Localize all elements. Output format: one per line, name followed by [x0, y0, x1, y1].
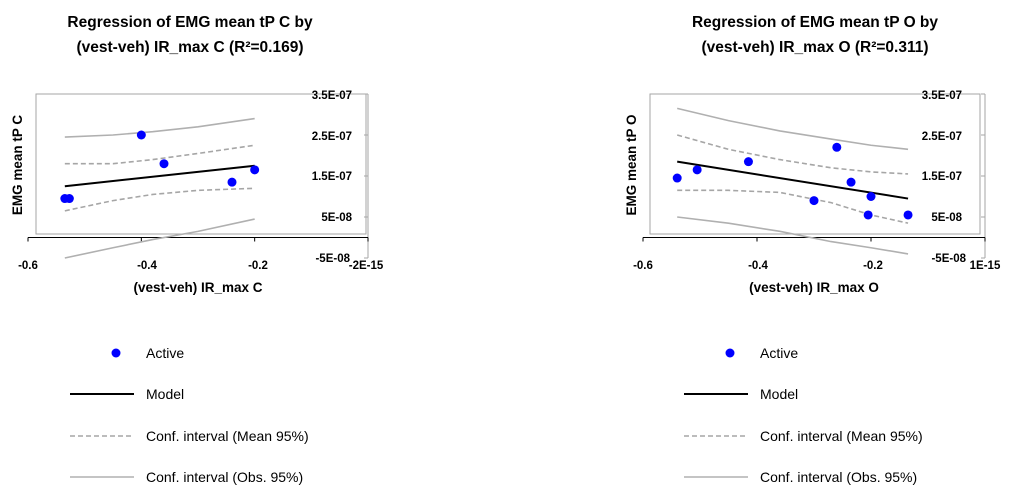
- data-point-active: [250, 165, 260, 175]
- conf-mean-upper-line: [676, 134, 909, 175]
- conf-mean-lower-line: [64, 187, 255, 212]
- legend-label-conf-obs: Conf. interval (Obs. 95%): [760, 469, 917, 485]
- x-tick-label: -0.6: [633, 260, 653, 272]
- plot-area: [27, 93, 369, 259]
- y-axis-title: EMG mean tP C: [10, 115, 25, 216]
- conf-obs-upper-line: [64, 117, 255, 138]
- data-point-active: [672, 173, 682, 183]
- y-tick-label: 5E-08: [931, 212, 962, 224]
- chart-title-line-1: Regression of EMG mean tP O by: [692, 14, 938, 31]
- x-origin-label: 1E-15: [970, 260, 1001, 272]
- y-tick-label: 2.5E-07: [922, 131, 962, 143]
- x-tick-label: -0.6: [18, 260, 38, 272]
- model-line: [64, 164, 255, 188]
- data-point-active: [832, 142, 842, 152]
- data-point-active: [866, 192, 876, 201]
- x-tick-label: -0.4: [748, 260, 768, 272]
- data-point-active: [159, 159, 169, 169]
- legend-label-model: Model: [146, 386, 184, 402]
- legend-marker-active: [111, 348, 121, 358]
- y-axis-title: EMG mean tP O: [624, 114, 639, 215]
- x-origin-label: -2E-15: [349, 260, 384, 272]
- x-axis-title: (vest-veh) IR_max C: [133, 280, 262, 295]
- legend: Active Model Conf. interval (Mean 95%) C…: [70, 345, 309, 485]
- y-tick-label: -5E-08: [315, 253, 350, 265]
- y-tick-label: 5E-08: [321, 212, 352, 224]
- regression-chart-o: Regression of EMG mean tP O by (vest-veh…: [624, 14, 1001, 485]
- x-tick-label: -0.2: [248, 260, 268, 272]
- legend-label-conf-mean: Conf. interval (Mean 95%): [146, 428, 309, 444]
- regression-chart-c: Regression of EMG mean tP C by (vest-veh…: [10, 14, 384, 485]
- conf-obs-upper-line: [677, 107, 909, 151]
- chart-title-line-2: (vest-veh) IR_max C (R²=0.169): [77, 39, 304, 56]
- legend-label-active: Active: [760, 345, 798, 361]
- plot-frame: [35, 93, 367, 235]
- chart-title-line-1: Regression of EMG mean tP C by: [67, 14, 313, 31]
- data-point-active: [136, 130, 146, 140]
- legend: Active Model Conf. interval (Mean 95%) C…: [684, 345, 923, 485]
- legend-label-conf-obs: Conf. interval (Obs. 95%): [146, 469, 303, 485]
- data-point-active: [227, 177, 237, 187]
- legend-label-conf-mean: Conf. interval (Mean 95%): [760, 428, 923, 444]
- legend-label-model: Model: [760, 386, 798, 402]
- data-point-active: [692, 165, 702, 175]
- y-tick-label: 1.5E-07: [922, 171, 962, 183]
- legend-label-active: Active: [146, 345, 184, 361]
- data-point-active: [64, 194, 74, 204]
- y-tick-label: 1.5E-07: [312, 171, 352, 183]
- y-tick-label: 2.5E-07: [312, 131, 352, 143]
- conf-obs-lower-line: [64, 218, 255, 259]
- plot-frame: [649, 93, 981, 235]
- x-axis-title: (vest-veh) IR_max O: [749, 280, 879, 295]
- data-point-active: [743, 157, 753, 167]
- legend-marker-active: [725, 348, 735, 358]
- conf-mean-lower-line: [677, 189, 909, 224]
- data-point-active: [846, 177, 856, 187]
- x-tick-label: -0.4: [137, 260, 157, 272]
- y-tick-label: 3.5E-07: [312, 90, 352, 102]
- data-point-active: [809, 196, 819, 206]
- data-point-active: [863, 210, 873, 220]
- x-tick-label: -0.2: [863, 260, 883, 272]
- y-tick-label: 3.5E-07: [922, 90, 962, 102]
- data-point-active: [903, 210, 913, 220]
- conf-obs-lower-line: [677, 216, 909, 255]
- plot-area: [642, 93, 986, 259]
- conf-mean-upper-line: [64, 144, 255, 165]
- chart-title-line-2: (vest-veh) IR_max O (R²=0.311): [702, 39, 929, 56]
- y-tick-label: -5E-08: [931, 253, 966, 265]
